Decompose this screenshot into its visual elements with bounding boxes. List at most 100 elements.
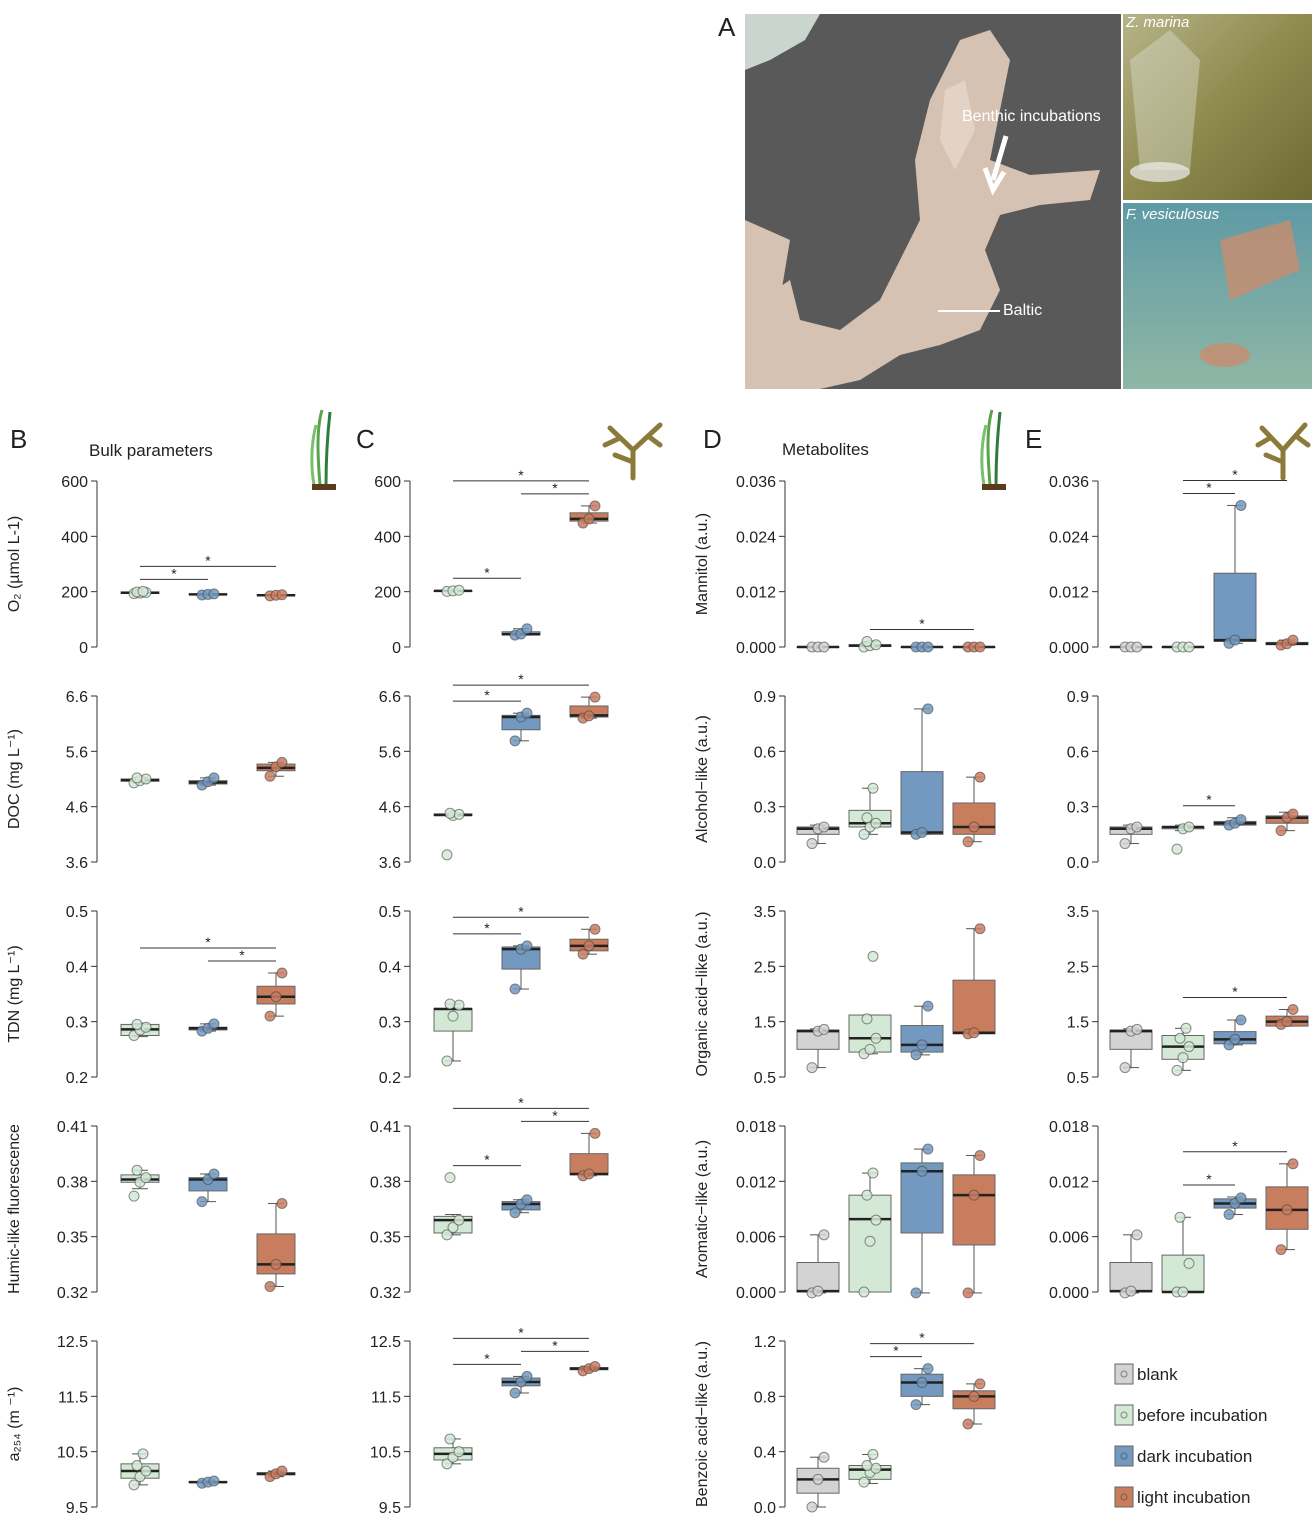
data-point [1120, 839, 1130, 849]
data-point [813, 1474, 823, 1484]
y-tick-label: 200 [374, 585, 401, 602]
data-point [522, 624, 532, 634]
significance-label: * [484, 1152, 490, 1168]
data-point [1175, 1212, 1185, 1222]
y-tick-label: 0.41 [370, 1119, 401, 1136]
y-axis-label: Humic-like fluorescence [6, 1124, 23, 1294]
data-point [590, 1361, 600, 1371]
y-axis-label: Benzoic acid−like (a.u.) [694, 1341, 711, 1507]
data-point [1172, 844, 1182, 854]
y-tick-label: 0.5 [66, 904, 88, 921]
data-point [807, 839, 817, 849]
y-tick-label: 0.000 [1049, 640, 1089, 657]
y-tick-label: 0.018 [1049, 1119, 1089, 1136]
data-point [522, 1195, 532, 1205]
data-point [454, 585, 464, 595]
y-tick-label: 0.2 [379, 1070, 401, 1087]
data-point [862, 1190, 872, 1200]
significance-label: * [171, 565, 177, 581]
data-point [590, 501, 600, 511]
y-tick-label: 0.036 [736, 474, 776, 491]
data-point [975, 924, 985, 934]
significance-label: * [1206, 479, 1212, 495]
legend-dot [1121, 1371, 1127, 1377]
y-tick-label: 11.5 [58, 1389, 88, 1406]
data-point [865, 1044, 875, 1054]
significance-label: * [552, 1337, 558, 1353]
significance-label: * [484, 687, 490, 703]
data-point [454, 1447, 464, 1457]
panel-letter: B [10, 424, 27, 454]
y-tick-label: 2.5 [754, 959, 776, 976]
data-point [969, 822, 979, 832]
data-point [871, 818, 881, 828]
data-point [454, 1215, 464, 1225]
data-point [209, 773, 219, 783]
data-point [138, 586, 148, 596]
y-tick-label: 10.5 [57, 1445, 88, 1462]
legend-dot [1121, 1494, 1127, 1500]
data-point [277, 1198, 287, 1208]
y-tick-label: 2.5 [1067, 959, 1089, 976]
data-point [975, 772, 985, 782]
data-point [265, 771, 275, 781]
y-tick-label: 0 [79, 640, 88, 657]
data-point [277, 968, 287, 978]
data-point [911, 1288, 921, 1298]
legend-label: dark incubation [1137, 1447, 1252, 1466]
y-tick-label: 0.3 [754, 800, 776, 817]
y-tick-label: 6.6 [66, 689, 88, 706]
significance-label: * [484, 920, 490, 936]
data-point [1288, 1004, 1298, 1014]
legend-dot [1121, 1412, 1127, 1418]
y-tick-label: 3.5 [754, 904, 776, 921]
data-point [1288, 635, 1298, 645]
data-point [862, 1014, 872, 1024]
y-tick-label: 0.012 [736, 585, 776, 602]
data-point [1132, 1024, 1142, 1034]
data-point [442, 850, 452, 860]
data-point [584, 514, 594, 524]
y-tick-label: 0.024 [1049, 529, 1089, 546]
data-point [445, 1173, 455, 1183]
y-tick-label: 0.8 [754, 1389, 776, 1406]
y-tick-label: 600 [374, 474, 401, 491]
map-label: Baltic [1003, 302, 1042, 319]
seagrass-icon [982, 410, 1006, 490]
data-point [584, 711, 594, 721]
data-point [1236, 500, 1246, 510]
data-point [1282, 1017, 1292, 1027]
data-point [141, 1466, 151, 1476]
y-tick-label: 11.5 [371, 1389, 401, 1406]
panel-letter: A [718, 12, 736, 42]
significance-label: * [518, 1324, 524, 1340]
data-point [975, 642, 985, 652]
legend: blankbefore incubationdark incubationlig… [1115, 1364, 1267, 1507]
significance-label: * [552, 1107, 558, 1123]
data-point [868, 783, 878, 793]
y-tick-label: 0.3 [379, 1015, 401, 1032]
y-tick-label: 9.5 [66, 1500, 88, 1513]
data-point [807, 1502, 817, 1512]
data-point [1230, 1034, 1240, 1044]
data-point [277, 590, 287, 600]
data-point [819, 1230, 829, 1240]
y-tick-label: 5.6 [379, 744, 401, 761]
panel-letter: C [356, 424, 375, 454]
y-tick-label: 0.012 [1049, 1174, 1089, 1191]
data-point [862, 813, 872, 823]
data-point [859, 1287, 869, 1297]
y-tick-label: 0.0 [754, 1500, 776, 1513]
data-point [1224, 1210, 1234, 1220]
chamber [1130, 162, 1190, 182]
photo-label: Z. marina [1125, 14, 1189, 31]
y-tick-label: 0.32 [370, 1285, 401, 1302]
data-point [1126, 1286, 1136, 1296]
data-point [969, 1028, 979, 1038]
data-point [445, 808, 455, 818]
y-tick-label: 0.000 [1049, 1285, 1089, 1302]
data-point [871, 1033, 881, 1043]
y-tick-label: 600 [61, 474, 88, 491]
data-point [209, 1169, 219, 1179]
data-point [132, 773, 142, 783]
